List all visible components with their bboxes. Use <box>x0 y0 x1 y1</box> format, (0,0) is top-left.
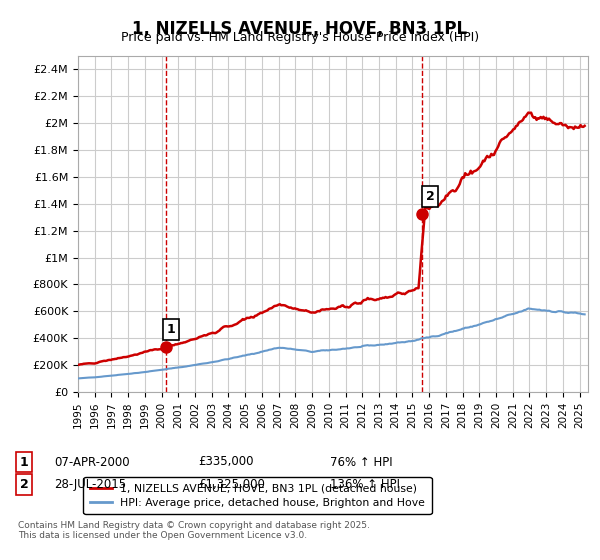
Text: Price paid vs. HM Land Registry's House Price Index (HPI): Price paid vs. HM Land Registry's House … <box>121 31 479 44</box>
Text: 2: 2 <box>20 478 28 491</box>
Legend: 1, NIZELLS AVENUE, HOVE, BN3 1PL (detached house), HPI: Average price, detached : 1, NIZELLS AVENUE, HOVE, BN3 1PL (detach… <box>83 477 431 514</box>
Text: 2: 2 <box>426 190 434 203</box>
Text: 76% ↑ HPI: 76% ↑ HPI <box>330 455 392 469</box>
Text: 1: 1 <box>20 455 28 469</box>
Text: Contains HM Land Registry data © Crown copyright and database right 2025.
This d: Contains HM Land Registry data © Crown c… <box>18 521 370 540</box>
Text: 1, NIZELLS AVENUE, HOVE, BN3 1PL: 1, NIZELLS AVENUE, HOVE, BN3 1PL <box>133 20 467 38</box>
Text: 28-JUL-2015: 28-JUL-2015 <box>54 478 126 491</box>
Text: 136% ↑ HPI: 136% ↑ HPI <box>330 478 400 491</box>
Text: 1: 1 <box>167 323 176 336</box>
Text: 07-APR-2000: 07-APR-2000 <box>54 455 130 469</box>
Text: £1,325,000: £1,325,000 <box>198 478 265 491</box>
Text: £335,000: £335,000 <box>198 455 254 469</box>
